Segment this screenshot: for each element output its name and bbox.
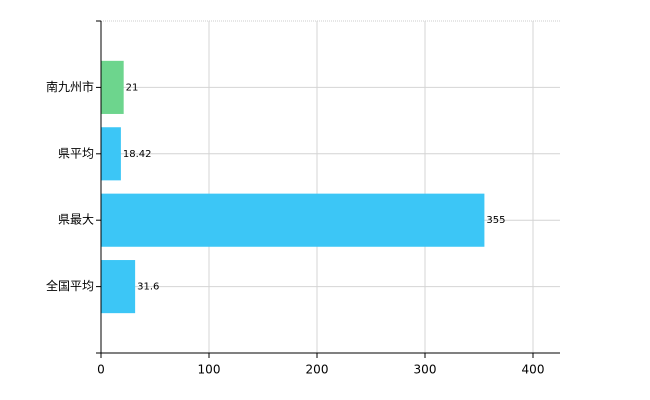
x-tick-label: 0 bbox=[97, 363, 105, 377]
bar bbox=[101, 260, 136, 314]
value-label: 355 bbox=[486, 215, 505, 226]
value-label: 18.42 bbox=[123, 149, 152, 160]
bar bbox=[101, 60, 124, 114]
y-tick-label: 全国平均 bbox=[46, 278, 94, 293]
x-tick-label: 100 bbox=[198, 363, 221, 377]
bar bbox=[101, 127, 121, 181]
bar bbox=[101, 193, 485, 247]
value-label: 31.6 bbox=[137, 282, 159, 293]
y-tick-label: 県最大 bbox=[58, 213, 94, 227]
value-label: 21 bbox=[126, 82, 139, 93]
x-tick-label: 200 bbox=[306, 363, 329, 377]
y-tick-label: 南九州市 bbox=[46, 79, 94, 94]
x-tick-label: 400 bbox=[522, 363, 545, 377]
x-tick-label: 300 bbox=[414, 363, 437, 377]
y-tick-label: 県平均 bbox=[58, 146, 94, 160]
